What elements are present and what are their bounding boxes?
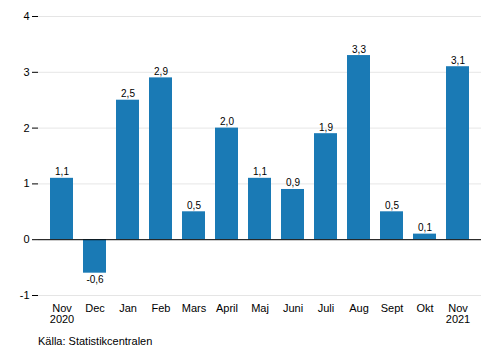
svg-text:Juni: Juni <box>283 302 303 314</box>
svg-text:1,1: 1,1 <box>55 166 69 177</box>
svg-text:Okt: Okt <box>416 302 433 314</box>
svg-text:0,5: 0,5 <box>385 200 399 211</box>
svg-text:Aug: Aug <box>349 302 369 314</box>
svg-text:1: 1 <box>23 177 29 189</box>
svg-text:-1: -1 <box>20 289 30 301</box>
svg-text:3,1: 3,1 <box>451 55 465 66</box>
svg-text:Jan: Jan <box>119 302 137 314</box>
svg-text:Feb: Feb <box>152 302 171 314</box>
svg-text:Nov2021: Nov2021 <box>446 302 470 325</box>
svg-text:1,9: 1,9 <box>319 122 333 133</box>
svg-text:0,5: 0,5 <box>187 200 201 211</box>
svg-text:-0,6: -0,6 <box>86 274 104 285</box>
svg-text:Nov2020: Nov2020 <box>50 302 74 325</box>
svg-text:3,3: 3,3 <box>352 44 366 55</box>
svg-text:April: April <box>216 302 238 314</box>
html-text:Källa: Statistikcentralen: Källa: Statistikcentralen <box>38 335 153 347</box>
svg-text:3: 3 <box>23 66 29 78</box>
svg-text:Juli: Juli <box>318 302 335 314</box>
svg-text:1,1: 1,1 <box>253 166 267 177</box>
svg-text:2,0: 2,0 <box>220 116 234 127</box>
svg-text:Mars: Mars <box>182 302 207 314</box>
svg-text:Dec: Dec <box>85 302 105 314</box>
svg-text:4: 4 <box>23 10 29 22</box>
svg-text:2,5: 2,5 <box>121 88 135 99</box>
svg-text:Sept: Sept <box>381 302 404 314</box>
svg-text:2,9: 2,9 <box>154 66 168 77</box>
svg-text:2: 2 <box>23 122 29 134</box>
svg-text:0,9: 0,9 <box>286 177 300 188</box>
svg-text:0,1: 0,1 <box>418 222 432 233</box>
svg-text:0: 0 <box>23 233 29 245</box>
svg-text:Maj: Maj <box>251 302 269 314</box>
